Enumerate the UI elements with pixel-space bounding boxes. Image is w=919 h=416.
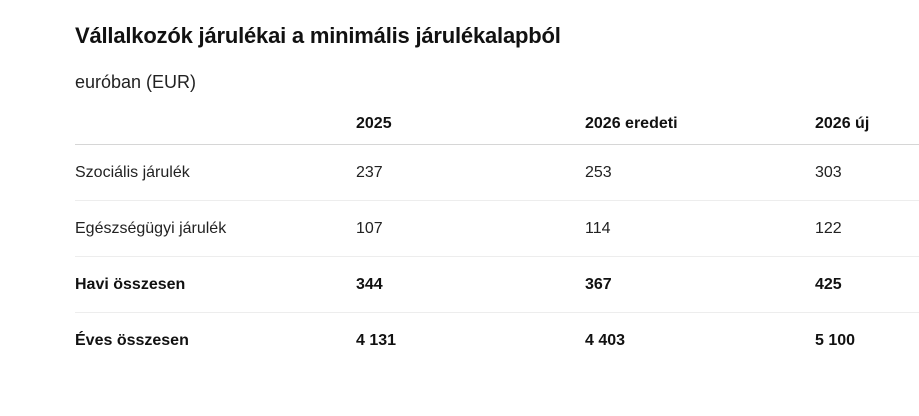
table-row-social-contribution: Szociális járulék 237 253 303 (75, 144, 919, 201)
cell-2026-new: 5 100 (815, 331, 856, 349)
unit-subtitle: euróban (EUR) (75, 72, 197, 92)
header-2026-new: 2026 új (815, 104, 919, 145)
table-header-row: 2025 2026 eredeti 2026 új (75, 104, 919, 145)
cell-2026-new: 425 (815, 256, 919, 313)
row-label: Éves összesen (75, 331, 189, 349)
page-title: Vállalkozók járulékai a minimális járulé… (75, 23, 561, 48)
cell-2025: 4 131 (356, 331, 397, 349)
cell-2025: 237 (356, 144, 585, 201)
cell-2026-original: 367 (585, 256, 815, 313)
table-row-health-contribution: Egészségügyi járulék 107 114 122 (75, 200, 919, 257)
cell-2026-original: 114 (585, 200, 815, 257)
cell-2025: 107 (356, 200, 585, 257)
row-label: Egészségügyi járulék (75, 200, 356, 257)
cell-2026-original: 253 (585, 144, 815, 201)
contributions-table: 2025 2026 eredeti 2026 új Szociális járu… (75, 104, 919, 368)
row-label: Havi összesen (75, 256, 356, 313)
header-2025: 2025 (356, 104, 585, 145)
cell-2026-new: 122 (815, 200, 919, 257)
row-label: Szociális járulék (75, 144, 356, 201)
header-label-column (75, 104, 356, 145)
table-row-monthly-total: Havi összesen 344 367 425 (75, 256, 919, 313)
cell-2026-new: 303 (815, 144, 919, 201)
cell-2025: 344 (356, 256, 585, 313)
document-page: Vállalkozók járulékai a minimális járulé… (75, 0, 919, 416)
cell-2026-original: 4 403 (585, 331, 626, 349)
table-row-annual-total: Éves összesen 4 131 4 403 5 100 (75, 313, 919, 369)
header-2026-original: 2026 eredeti (585, 104, 815, 145)
